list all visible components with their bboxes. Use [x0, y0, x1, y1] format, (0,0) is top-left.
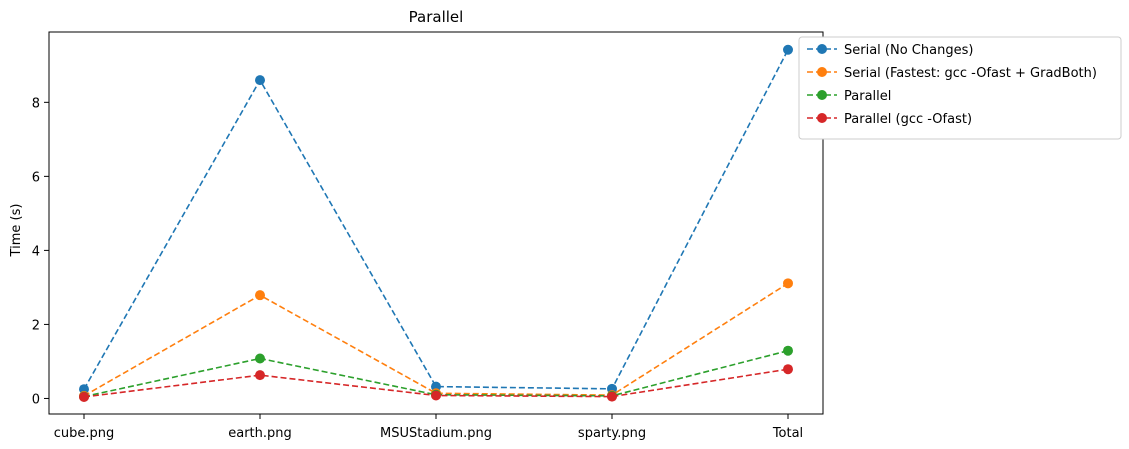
y-tick-label: 0 — [32, 392, 40, 407]
data-point — [607, 391, 617, 402]
data-point — [431, 390, 441, 401]
x-tick-label: cube.png — [54, 426, 115, 441]
legend-label: Parallel (gcc -Ofast) — [844, 112, 972, 127]
data-point — [79, 391, 89, 402]
legend-label: Parallel — [844, 89, 891, 104]
y-tick-label: 6 — [32, 170, 40, 185]
x-tick-label: MSUStadium.png — [380, 426, 492, 441]
y-tick-label: 4 — [32, 244, 40, 259]
legend-marker — [817, 67, 827, 77]
x-tick-label: sparty.png — [578, 426, 646, 441]
data-point — [783, 364, 793, 375]
series-line — [83, 282, 789, 397]
plot-area: 0 2 4 6 8 cube.png earth.png MSUStadium.png spar… — [32, 44, 803, 441]
plot-frame — [48, 31, 824, 415]
legend-marker — [817, 90, 827, 100]
y-tick-label: 2 — [32, 318, 40, 333]
data-point — [783, 345, 793, 356]
legend-marker — [817, 113, 827, 123]
data-point — [783, 44, 793, 55]
y-axis-label: Time (s) — [9, 204, 24, 258]
series-line — [83, 49, 789, 390]
legend-label: Serial (No Changes) — [844, 43, 973, 58]
series-line — [83, 349, 789, 398]
data-point — [255, 75, 265, 86]
x-tick-label: earth.png — [228, 426, 292, 441]
x-tick-label: Total — [772, 426, 803, 441]
legend-box — [798, 36, 1122, 140]
chart-title: Parallel — [409, 8, 464, 26]
data-point — [255, 370, 265, 381]
legend: Serial (No Changes) Serial (Fastest: gcc … — [798, 36, 1122, 140]
y-tick-label: 8 — [32, 96, 40, 111]
data-point — [783, 278, 793, 289]
legend-marker — [817, 44, 827, 54]
data-point — [255, 353, 265, 364]
data-point — [255, 290, 265, 301]
legend-label: Serial (Fastest: gcc -Ofast + GradBoth) — [844, 66, 1097, 81]
